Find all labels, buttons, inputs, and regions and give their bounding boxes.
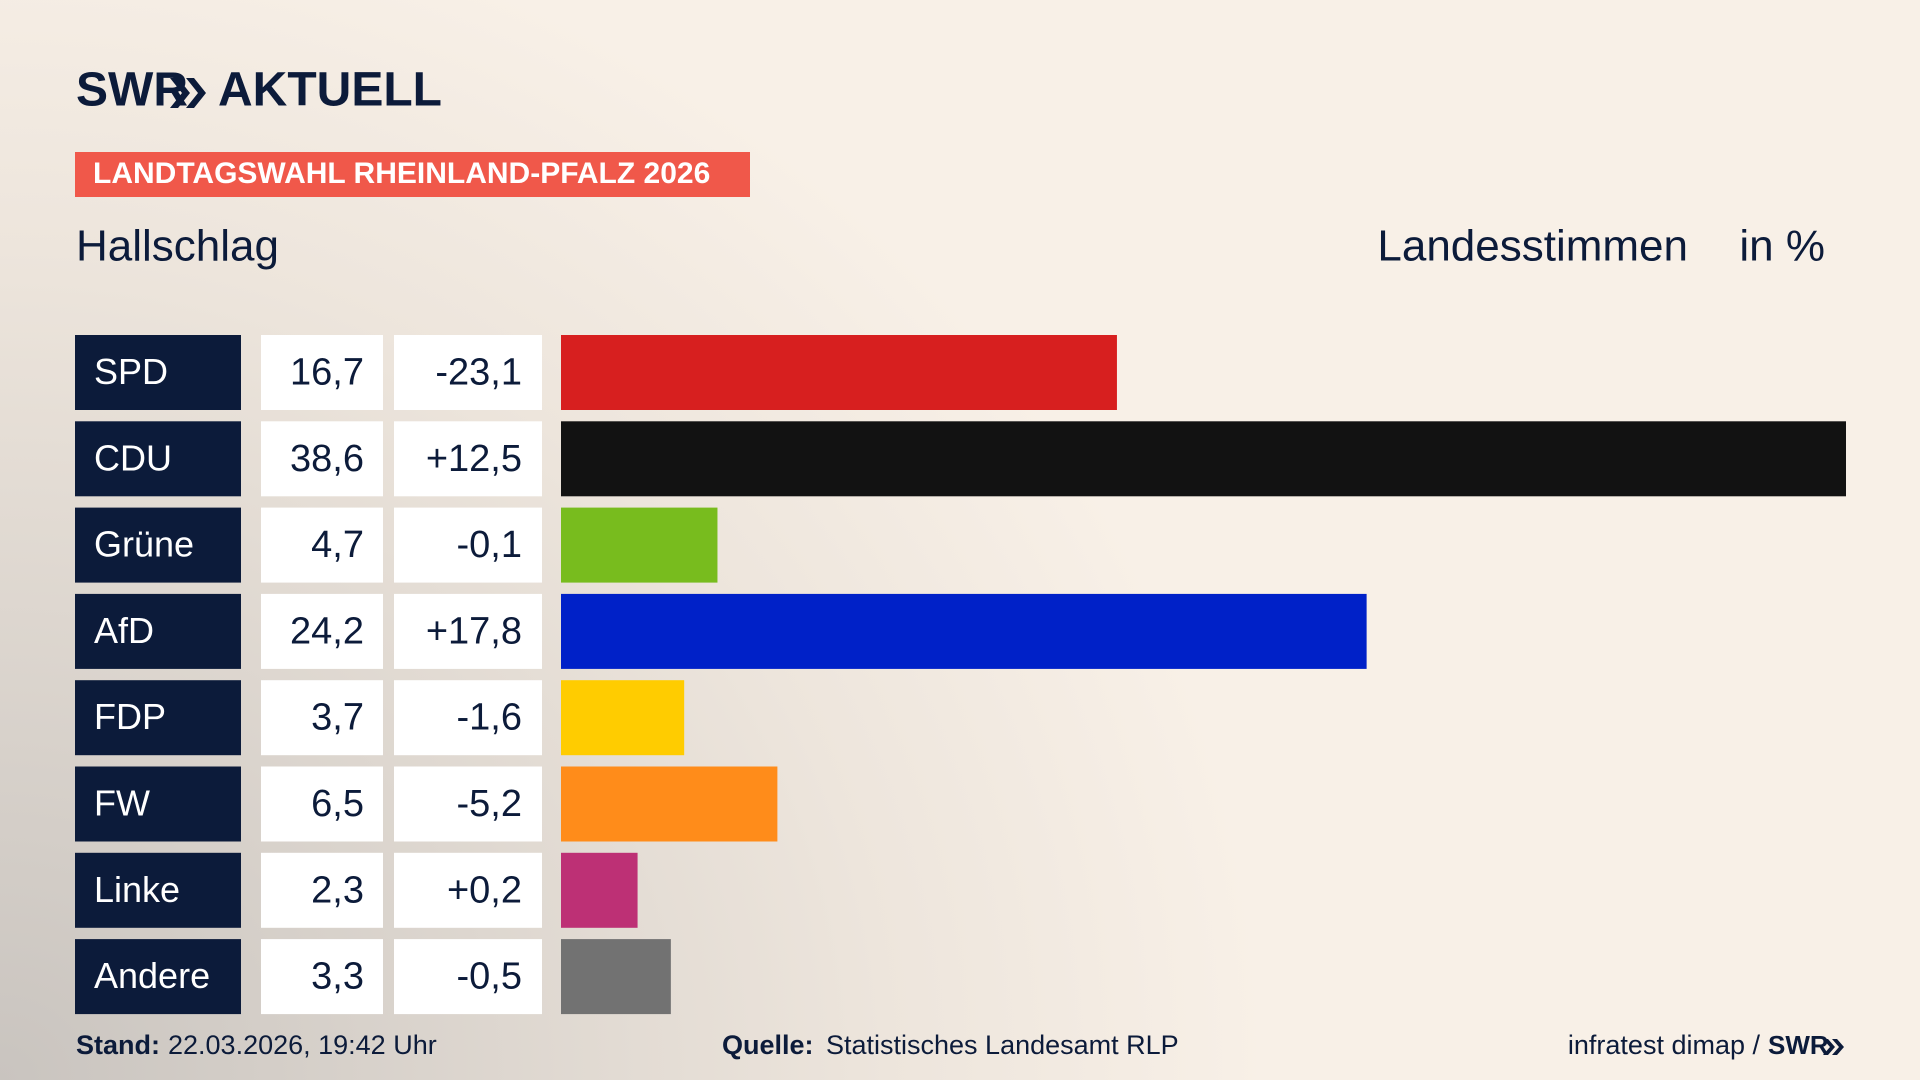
party-label: FW — [94, 783, 150, 824]
party-label: Grüne — [94, 524, 194, 565]
value-label: 3,7 — [311, 697, 364, 739]
party-box — [75, 680, 241, 756]
change-label: +12,5 — [426, 438, 522, 480]
change-label: +0,2 — [447, 869, 522, 911]
value-box — [261, 335, 383, 410]
party-box — [75, 939, 241, 1015]
banner-box — [75, 152, 750, 197]
bar — [561, 421, 1846, 497]
party-label: FDP — [94, 696, 166, 737]
bar — [561, 680, 685, 756]
value-box — [261, 766, 383, 842]
change-box — [394, 939, 542, 1015]
party-box — [75, 335, 241, 410]
change-label: +17,8 — [426, 610, 522, 652]
change-label: -0,1 — [457, 524, 522, 566]
value-label: 6,5 — [311, 783, 364, 825]
change-label: -0,5 — [457, 956, 522, 998]
bar — [561, 593, 1367, 669]
credit: infratest dimap / — [1568, 1030, 1761, 1060]
value-box — [261, 680, 383, 756]
unit: in % — [1739, 222, 1825, 271]
value-box — [261, 421, 383, 497]
source: Statistisches Landesamt RLP — [826, 1030, 1179, 1060]
brand-chevrons — [170, 78, 206, 108]
party-label: AfD — [94, 610, 154, 651]
value-label: 24,2 — [290, 610, 364, 652]
party-label: CDU — [94, 437, 172, 478]
banner: LANDTAGSWAHL RHEINLAND-PFALZ 2026 — [93, 157, 710, 190]
stand-label: Stand: — [76, 1030, 160, 1060]
change-label: -23,1 — [435, 352, 522, 394]
source-label: Quelle: — [722, 1030, 814, 1060]
value-box — [261, 507, 383, 583]
party-box — [75, 421, 241, 497]
change-box — [394, 335, 542, 410]
change-box — [394, 680, 542, 756]
value-label: 2,3 — [311, 869, 364, 911]
bar — [561, 852, 638, 928]
credit-brand: SWR — [1768, 1030, 1829, 1060]
value-label: 16,7 — [290, 352, 364, 394]
bar — [561, 507, 718, 583]
value-box — [261, 852, 383, 928]
party-box — [75, 507, 241, 583]
party-box — [75, 766, 241, 842]
bar — [561, 939, 671, 1015]
change-label: -5,2 — [457, 783, 522, 825]
party-label: Andere — [94, 955, 210, 996]
value-label: 38,6 — [290, 438, 364, 480]
bar — [561, 335, 1117, 410]
brand-section: AKTUELL — [218, 64, 442, 117]
stand: 22.03.2026, 19:42 Uhr — [168, 1030, 437, 1060]
party-box — [75, 852, 241, 928]
measure: Landesstimmen — [1377, 222, 1688, 271]
party-box — [75, 593, 241, 669]
change-box — [394, 766, 542, 842]
change-box — [394, 507, 542, 583]
credit-chevrons — [1823, 1039, 1844, 1055]
party-label: SPD — [94, 351, 168, 392]
brand: SWR — [76, 64, 188, 117]
change-box — [394, 852, 542, 928]
subtitle: Hallschlag — [76, 222, 279, 271]
value-label: 3,3 — [311, 956, 364, 998]
bar — [561, 766, 778, 842]
value-box — [261, 939, 383, 1015]
value-box — [261, 593, 383, 669]
party-label: Linke — [94, 869, 180, 910]
change-box — [394, 421, 542, 497]
change-box — [394, 593, 542, 669]
value-label: 4,7 — [311, 524, 364, 566]
change-label: -1,6 — [457, 697, 522, 739]
